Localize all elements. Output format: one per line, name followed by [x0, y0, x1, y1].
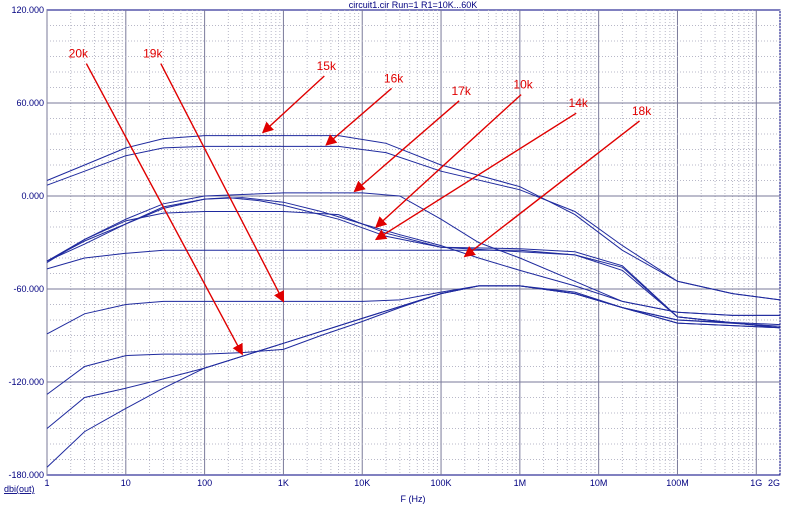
y-tick-labels: 120.000 60.000 0.000 -60.000 -120.000 -180.00…: [8, 5, 44, 480]
series-lines: [46, 135, 781, 468]
annotation-label: 10k: [513, 78, 533, 92]
x-tick-label: 10K: [354, 478, 370, 488]
series-line-7: [46, 249, 781, 329]
x-tick-label: 10M: [590, 478, 608, 488]
annotation-arrow: [261, 75, 325, 134]
y-tick-label: -120.000: [8, 377, 44, 387]
x-tick-label: 1G: [750, 478, 762, 488]
y-tick-label: -60.000: [13, 284, 44, 294]
x-tick-label: 100M: [666, 478, 689, 488]
y-tick-label: -180.000: [8, 470, 44, 480]
annotation-arrow: [325, 87, 393, 146]
annotation-label: 17k: [451, 84, 471, 98]
grid: [46, 10, 781, 475]
chart-title: circuit1.cir Run=1 R1=10K...60K: [349, 0, 478, 10]
series-line-11: [46, 285, 781, 468]
x-tick-label: 10: [121, 478, 131, 488]
annotation-label: 19k: [143, 47, 163, 61]
annotation-label: 18k: [632, 104, 652, 118]
x-tick-labels: 1 10 100 1K 10K 100K 1M 10M 100M 1G 2G: [44, 478, 780, 488]
annotation-label: 16k: [384, 71, 404, 85]
y-axis-label: dbi(out): [4, 484, 35, 494]
x-axis-label: F (Hz): [401, 494, 426, 504]
annotation-label: 20k: [69, 47, 89, 61]
x-tick-label: 100K: [431, 478, 452, 488]
x-tick-label: 1: [44, 478, 49, 488]
annotation-arrow: [85, 63, 243, 356]
x-tick-label: 2G: [768, 478, 780, 488]
series-line-2: [46, 145, 781, 301]
series-line-6: [46, 211, 781, 329]
annotation-arrow: [353, 100, 460, 193]
y-tick-label: 60.000: [16, 98, 44, 108]
annotation-arrow: [160, 63, 285, 303]
annotation-label: 14k: [569, 96, 589, 110]
y-tick-label: 0.000: [21, 191, 44, 201]
annotations: 20k 19k 15k 16k 17k 10k 14k 18k: [69, 47, 652, 356]
annotation-arrow: [374, 112, 577, 241]
series-line-4: [46, 197, 781, 329]
annotation-label: 15k: [317, 59, 337, 73]
y-tick-label: 120.000: [11, 5, 44, 15]
annotation-arrow: [375, 94, 522, 228]
annotation-arrow: [463, 120, 640, 258]
x-tick-label: 1K: [278, 478, 289, 488]
x-tick-label: 1M: [514, 478, 527, 488]
series-line-1: [46, 135, 781, 301]
series-line-5: [46, 197, 780, 316]
x-tick-label: 100: [197, 478, 212, 488]
